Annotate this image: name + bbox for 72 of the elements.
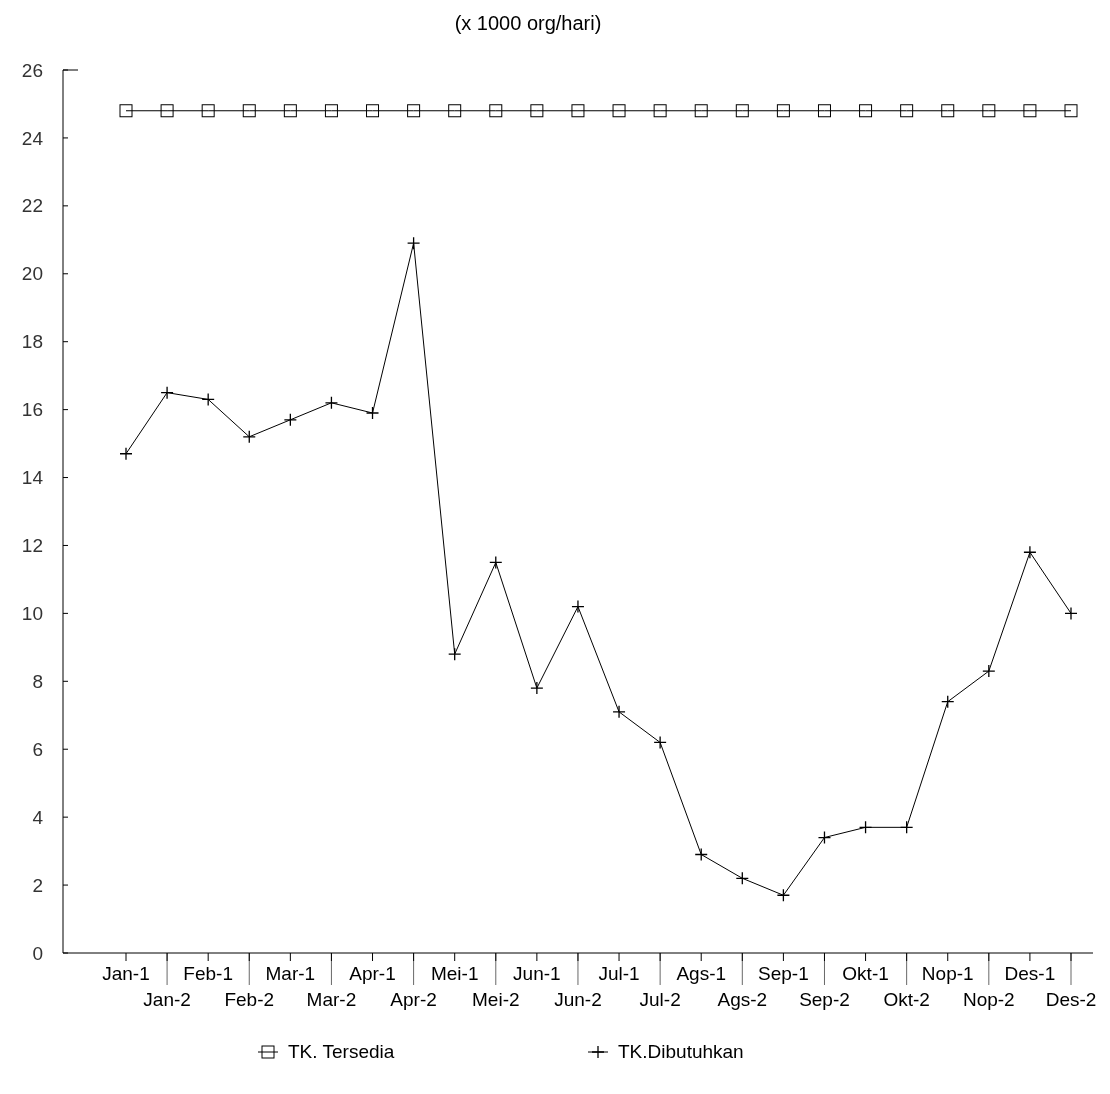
point (324, 104, 338, 118)
x-tick-label: Apr-2 (390, 989, 437, 1010)
y-tick-label: 12 (21, 535, 43, 557)
y-tick-label: 10 (21, 603, 43, 625)
y-tick-label: 20 (21, 263, 43, 285)
legend-label: TK. Tersedia (288, 1041, 395, 1062)
y-tick-label: 22 (21, 195, 43, 217)
y-tick-label: 4 (32, 806, 44, 828)
point (612, 104, 626, 118)
point (324, 396, 339, 410)
y-tick-label: 18 (21, 331, 43, 353)
point (1064, 104, 1078, 118)
point (1023, 104, 1037, 118)
x-tick-label: Nop-2 (962, 989, 1015, 1010)
point (448, 104, 462, 118)
point (283, 104, 297, 118)
x-tick-label: Sep-1 (758, 963, 809, 984)
x-tick-label: Mar-1 (265, 963, 316, 984)
x-tick-label: Jun-1 (513, 963, 561, 984)
point (489, 104, 503, 118)
x-tick-label: Jul-2 (639, 989, 681, 1010)
point (406, 236, 421, 250)
point (571, 104, 585, 118)
y-tick-label: 2 (32, 874, 43, 896)
point (900, 104, 914, 118)
point (735, 104, 749, 118)
point (407, 104, 421, 118)
point (859, 104, 873, 118)
point (653, 104, 667, 118)
x-tick-label: Jun-2 (554, 989, 602, 1010)
y-tick-label: 26 (21, 59, 43, 81)
x-tick-label: Ags-1 (676, 963, 727, 984)
y-tick-label: 8 (32, 670, 43, 692)
legend-label: TK.Dibutuhkan (618, 1041, 744, 1062)
point (776, 888, 791, 902)
x-tick-label: Ags-2 (717, 989, 768, 1010)
y-tick-label: 6 (32, 738, 43, 760)
y-tick-label: 14 (21, 467, 44, 489)
point (365, 406, 380, 420)
point (941, 104, 955, 118)
x-tick-label: Feb-2 (224, 989, 275, 1010)
x-tick-label: Jan-2 (143, 989, 191, 1010)
y-tick-label: 0 (32, 942, 43, 964)
x-tick-label: Des-1 (1004, 963, 1056, 984)
x-tick-label: Sep-2 (799, 989, 850, 1010)
x-tick-label: Nop-1 (921, 963, 974, 984)
x-tick-label: Okt-1 (842, 963, 889, 984)
point (201, 104, 215, 118)
x-tick-label: Okt-2 (883, 989, 930, 1010)
point (776, 104, 790, 118)
x-tick-label: Feb-1 (183, 963, 233, 984)
x-tick-label: Mar-2 (306, 989, 357, 1010)
point (366, 104, 380, 118)
chart-title: (x 1000 org/hari) (454, 12, 602, 34)
point (694, 847, 708, 862)
point (160, 104, 174, 118)
x-tick-label: Jul-1 (598, 963, 640, 984)
point (242, 104, 256, 118)
x-tick-label: Des-2 (1045, 989, 1097, 1010)
point (858, 820, 873, 834)
point (982, 104, 996, 118)
y-tick-label: 24 (21, 127, 44, 149)
point (119, 104, 133, 118)
x-tick-label: Mei-2 (472, 989, 520, 1010)
x-tick-label: Apr-1 (349, 963, 396, 984)
point (694, 104, 708, 118)
y-tick-label: 16 (21, 399, 43, 421)
x-tick-label: Mei-1 (430, 963, 479, 984)
point (817, 830, 832, 845)
x-tick-label: Jan-1 (102, 963, 150, 984)
point (530, 104, 544, 118)
point (817, 104, 831, 118)
